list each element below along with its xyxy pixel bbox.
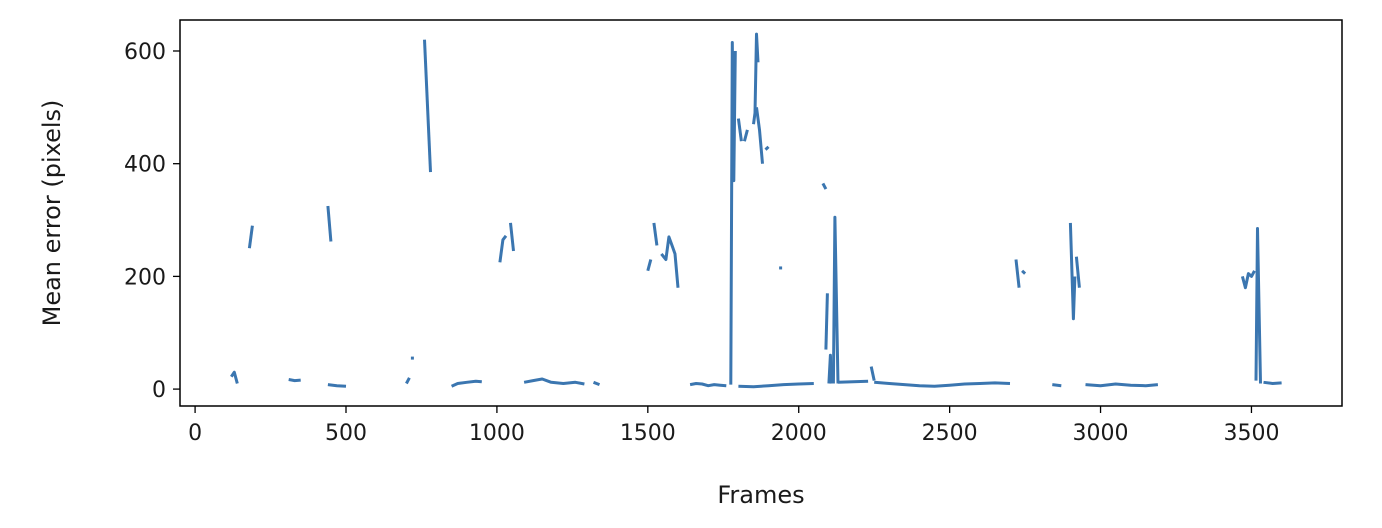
plot-area	[179, 19, 1343, 407]
series-segment	[837, 379, 869, 384]
series-segment	[755, 107, 764, 164]
series-segment	[821, 182, 828, 190]
series-segment	[405, 377, 411, 385]
series-segment	[1074, 256, 1081, 288]
series-segment	[827, 353, 834, 384]
series-segment	[646, 259, 653, 272]
series-segment	[689, 382, 727, 388]
series-segment	[230, 370, 239, 384]
series-segment	[652, 222, 659, 246]
series-segment	[742, 129, 749, 142]
series-segment	[523, 377, 585, 386]
series-segment	[869, 366, 876, 381]
series-segment	[1085, 382, 1159, 388]
series-segment	[736, 118, 743, 142]
x-tick-label: 2000	[771, 421, 827, 446]
series-segment	[423, 39, 432, 173]
x-tick-label: 3000	[1073, 421, 1129, 446]
series-segment	[1254, 227, 1262, 384]
series-segment	[874, 380, 1011, 388]
x-tick-label: 0	[188, 421, 202, 446]
series-segment	[450, 379, 482, 388]
x-axis-label: Frames	[717, 481, 804, 509]
y-tick-label: 200	[124, 265, 166, 290]
series-segment	[288, 378, 301, 383]
y-axis-label: Mean error (pixels)	[38, 100, 66, 327]
y-tick-label: 600	[124, 40, 166, 65]
series-segment	[247, 225, 254, 249]
series-segment	[764, 145, 770, 151]
x-tick-label: 1500	[620, 421, 676, 446]
x-tick-label: 2500	[922, 421, 978, 446]
series-segment	[1263, 380, 1282, 385]
y-tick-label: 400	[124, 153, 166, 178]
series-segment	[326, 205, 333, 242]
series-segment	[1014, 259, 1021, 288]
series-segment	[498, 234, 508, 263]
x-tick-label: 1000	[469, 421, 525, 446]
series-layer	[230, 32, 1282, 389]
series-segment	[729, 41, 737, 385]
series-segment	[824, 293, 829, 350]
series-segment	[1068, 222, 1077, 321]
series-segment	[327, 383, 347, 388]
series-segment	[1240, 270, 1256, 290]
series-segment	[509, 222, 515, 252]
series-segment	[831, 215, 840, 384]
series-segment	[1021, 269, 1027, 275]
x-tick-label: 3500	[1223, 421, 1279, 446]
series-segment	[592, 380, 601, 387]
y-tick-label: 0	[152, 378, 166, 403]
y-axis: 0 200 400 600	[124, 40, 180, 403]
x-axis: 0 500 1000 1500 2000 2500 3000 3500	[188, 406, 1279, 446]
series-segment	[738, 382, 814, 389]
series-segment	[752, 32, 760, 125]
x-tick-label: 500	[325, 421, 367, 446]
series-segment	[1052, 383, 1062, 388]
series-segment	[660, 235, 680, 288]
